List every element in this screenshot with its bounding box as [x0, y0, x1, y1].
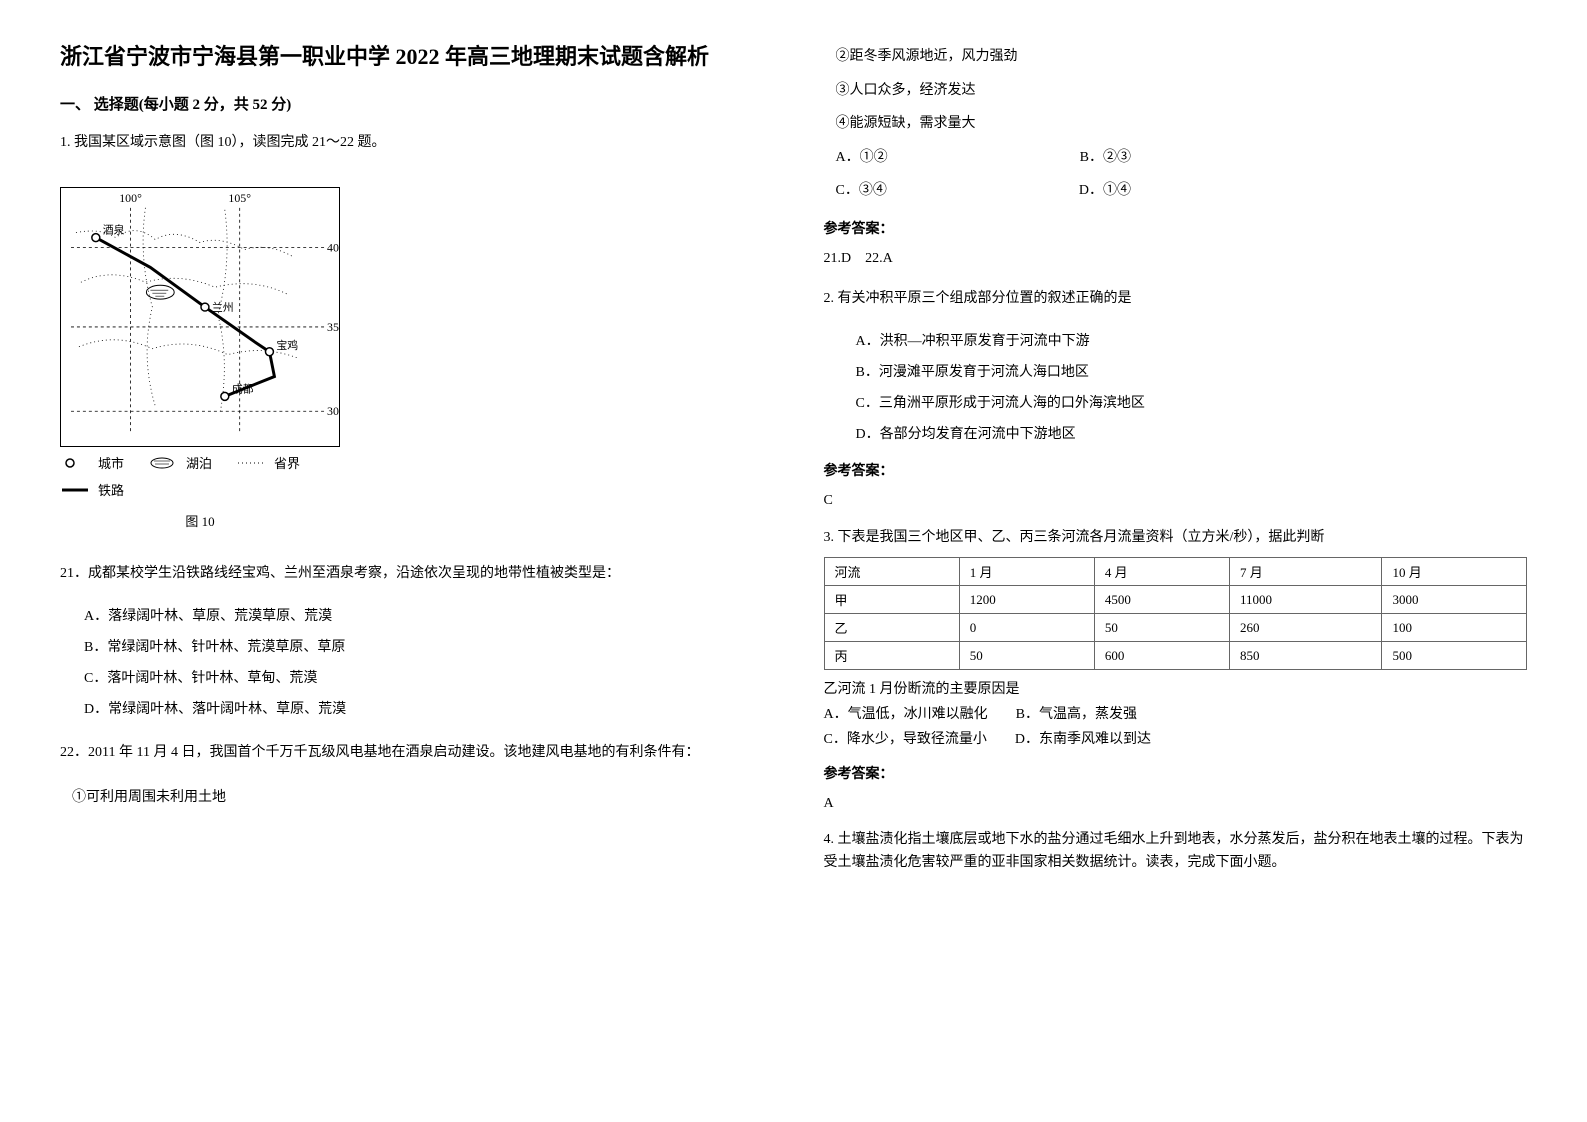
ans1-heading: 参考答案：: [824, 218, 1528, 238]
table-row: 乙 0 50 260 100: [824, 614, 1527, 642]
lon-100: 100°: [119, 191, 142, 205]
th-oct: 10 月: [1382, 558, 1527, 586]
q21-optA: A．落绿阔叶林、草原、荒漠草原、荒漠: [60, 602, 764, 633]
cell: 500: [1382, 642, 1527, 670]
q21-optD: D．常绿阔叶林、落叶阔叶林、草原、荒漠: [60, 695, 764, 726]
lon-105: 105°: [228, 191, 251, 205]
q3-table: 河流 1 月 4 月 7 月 10 月 甲 1200 4500 11000 30…: [824, 557, 1528, 670]
q21-optC: C．落叶阔叶林、针叶林、草甸、荒漠: [60, 664, 764, 695]
cell: 3000: [1382, 586, 1527, 614]
cell: 50: [959, 642, 1094, 670]
cell: 丙: [824, 642, 959, 670]
lat-35: 35°: [327, 320, 340, 334]
th-apr: 4 月: [1094, 558, 1229, 586]
q2-optB: B．河漫滩平原发育于河流人海口地区: [824, 358, 1528, 389]
cell: 4500: [1094, 586, 1229, 614]
lat-30: 30°: [327, 404, 340, 418]
lat-40: 40°: [327, 241, 340, 255]
table-row: 丙 50 600 850 500: [824, 642, 1527, 670]
th-jul: 7 月: [1229, 558, 1381, 586]
q21-stem: 21．成都某校学生沿铁路线经宝鸡、兰州至酒泉考察，沿途依次呈现的地带性植被类型是…: [60, 560, 764, 588]
th-jan: 1 月: [959, 558, 1094, 586]
city-chengdu: 成都: [232, 383, 254, 396]
table-row: 甲 1200 4500 11000 3000: [824, 586, 1527, 614]
page-title: 浙江省宁波市宁海县第一职业中学 2022 年高三地理期末试题含解析: [60, 40, 764, 73]
cell: 50: [1094, 614, 1229, 642]
city-lanzhou: 兰州: [212, 301, 234, 314]
q22-optB: B．②③: [1068, 141, 1131, 175]
q2-stem: 2. 有关冲积平原三个组成部分位置的叙述正确的是: [824, 285, 1528, 313]
q4-text: 4. 土壤盐渍化指土壤底层或地下水的盐分通过毛细水上升到地表，水分蒸发后，盐分积…: [824, 828, 1528, 876]
q22-c4: ④能源短缺，需求量大: [824, 107, 1528, 141]
cell: 260: [1229, 614, 1381, 642]
q3-stem: 3. 下表是我国三个地区甲、乙、丙三条河流各月流量资料（立方米/秒），据此判断: [824, 526, 1528, 550]
q2-optD: D．各部分均发育在河流中下游地区: [824, 420, 1528, 451]
city-jiuquan: 酒泉: [103, 223, 125, 237]
legend-lake: 湖泊: [186, 453, 212, 472]
q2-ans: C: [824, 488, 1528, 513]
table-header-row: 河流 1 月 4 月 7 月 10 月: [824, 558, 1527, 586]
cell: 甲: [824, 586, 959, 614]
q3-optD: D．东南季风难以到达: [1015, 727, 1151, 752]
q2-optC: C．三角洲平原形成于河流人海的口外海滨地区: [824, 389, 1528, 420]
q22-stem: 22．2011 年 11 月 4 日，我国首个千万千瓦级风电基地在酒泉启动建设。…: [60, 739, 764, 767]
q21-optB: B．常绿阔叶林、针叶林、荒漠草原、草原: [60, 633, 764, 664]
legend-border: 省界: [274, 453, 300, 472]
figure-caption: 图 10: [60, 511, 340, 530]
map-container: 100° 105° 40° 35° 30°: [60, 187, 340, 530]
q22-c3: ③人口众多，经济发达: [824, 74, 1528, 108]
q3-sub: 乙河流 1 月份断流的主要原因是: [824, 678, 1528, 702]
legend-rail: 铁路: [98, 480, 124, 499]
cell: 600: [1094, 642, 1229, 670]
q2-optA: A．洪积—冲积平原发育于河流中下游: [824, 327, 1528, 358]
cell: 乙: [824, 614, 959, 642]
q22-optC: C．③④: [824, 174, 887, 208]
map-legend: 城市 湖泊 省界 铁路: [60, 447, 340, 505]
q3-optB: B．气温高，蒸发强: [1016, 702, 1137, 727]
left-column: 浙江省宁波市宁海县第一职业中学 2022 年高三地理期末试题含解析 一、 选择题…: [60, 40, 764, 875]
th-river: 河流: [824, 558, 959, 586]
q22-c1: ①可利用周围未利用土地: [60, 781, 764, 815]
exam-page: 浙江省宁波市宁海县第一职业中学 2022 年高三地理期末试题含解析 一、 选择题…: [60, 40, 1527, 875]
ans1-text: 21.D 22.A: [824, 246, 1528, 271]
city-baoji: 宝鸡: [276, 338, 298, 352]
cell: 1200: [959, 586, 1094, 614]
q3-optC: C．降水少，导致径流量小: [824, 727, 987, 752]
q2-ans-heading: 参考答案：: [824, 460, 1528, 480]
cell: 11000: [1229, 586, 1381, 614]
q22-optA: A．①②: [824, 141, 888, 175]
q1-intro: 1. 我国某区域示意图（图 10），读图完成 21～22 题。: [60, 130, 764, 155]
cell: 850: [1229, 642, 1381, 670]
q3-ans-heading: 参考答案：: [824, 763, 1528, 783]
q22-optD: D．①④: [1067, 174, 1131, 208]
map-figure: 100° 105° 40° 35° 30°: [60, 187, 340, 447]
legend-city: 城市: [98, 453, 124, 472]
cell: 100: [1382, 614, 1527, 642]
q3-optA: A．气温低，冰川难以融化: [824, 702, 988, 727]
section-heading: 一、 选择题(每小题 2 分，共 52 分): [60, 93, 764, 114]
q22-c2: ②距冬季风源地近，风力强劲: [824, 40, 1528, 74]
right-column: ②距冬季风源地近，风力强劲 ③人口众多，经济发达 ④能源短缺，需求量大 A．①②…: [824, 40, 1528, 875]
cell: 0: [959, 614, 1094, 642]
q3-ans: A: [824, 791, 1528, 816]
